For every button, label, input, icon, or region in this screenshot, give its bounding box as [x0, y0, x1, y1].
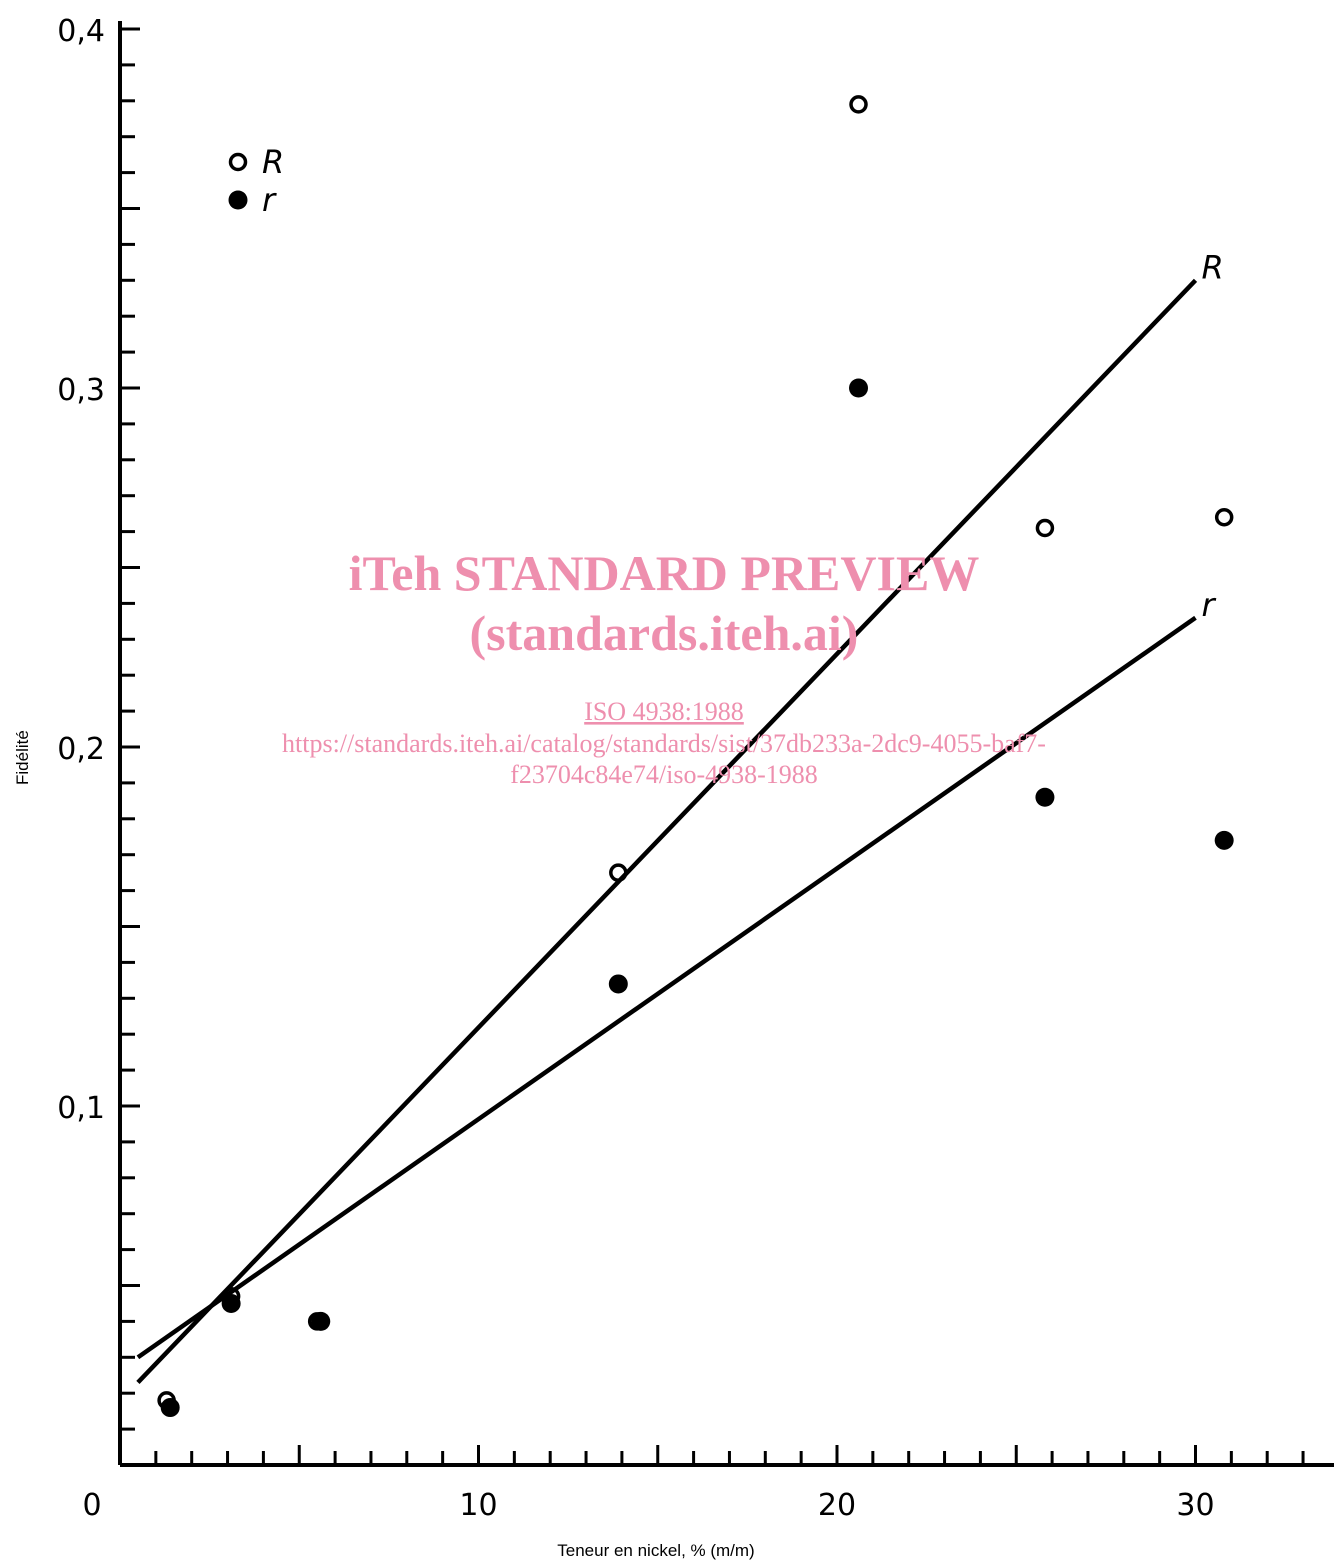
fit-line-label-r: r: [1202, 586, 1217, 624]
fit-line-r: [136, 278, 1198, 1384]
y-tick-label: 0,2: [57, 732, 105, 767]
data-point-r: [609, 863, 628, 882]
data-point-r: [849, 378, 869, 398]
y-axis-title: Fidélité: [13, 730, 32, 785]
data-point-r: [1214, 507, 1234, 527]
watermark: iTeh STANDARD PREVIEW (standards.iteh.ai…: [282, 545, 1046, 789]
data-point-r: [1035, 518, 1055, 538]
fit-line-r: [136, 615, 1197, 1360]
y-tick-label: 0,3: [57, 373, 105, 408]
legend-marker-r: [228, 190, 248, 210]
x-tick-label: 20: [818, 1488, 856, 1523]
data-point-r: [221, 1293, 241, 1313]
watermark-line-4[interactable]: https://standards.iteh.ai/catalog/standa…: [282, 729, 1046, 758]
fit-lines: Rr: [136, 248, 1224, 1384]
data-point-r: [1035, 787, 1055, 807]
legend: Rr: [228, 143, 284, 219]
watermark-line-1: iTeh STANDARD PREVIEW: [349, 545, 980, 601]
y-tick-label: 0,4: [57, 14, 105, 49]
x-axis-title: Teneur en nickel, % (m/m): [557, 1541, 754, 1560]
fit-line-label-r: R: [1202, 248, 1224, 286]
data-point-r: [160, 1398, 180, 1418]
watermark-line-2: (standards.iteh.ai): [470, 605, 859, 661]
data-point-r: [849, 95, 868, 114]
ticks: 0 10 20 30 0,1 0,2 0,3 0,4: [57, 14, 1305, 1523]
x-tick-label: 30: [1176, 1488, 1214, 1523]
legend-label-r: R: [262, 143, 284, 181]
data-point-r: [1214, 830, 1234, 850]
watermark-line-3[interactable]: ISO 4938:1988: [584, 697, 744, 726]
x-tick-label: 0: [82, 1488, 101, 1523]
axes: [118, 21, 1334, 1467]
x-tick-label: 10: [459, 1488, 497, 1523]
data-point-r: [311, 1311, 331, 1331]
watermark-line-5[interactable]: f23704c84e74/iso-4938-1988: [510, 760, 818, 789]
y-tick-label: 0,1: [57, 1091, 105, 1126]
legend-label-r: r: [262, 181, 277, 219]
legend-marker-r: [228, 152, 248, 172]
data-point-r: [608, 974, 628, 994]
data-points: [157, 95, 1234, 1418]
